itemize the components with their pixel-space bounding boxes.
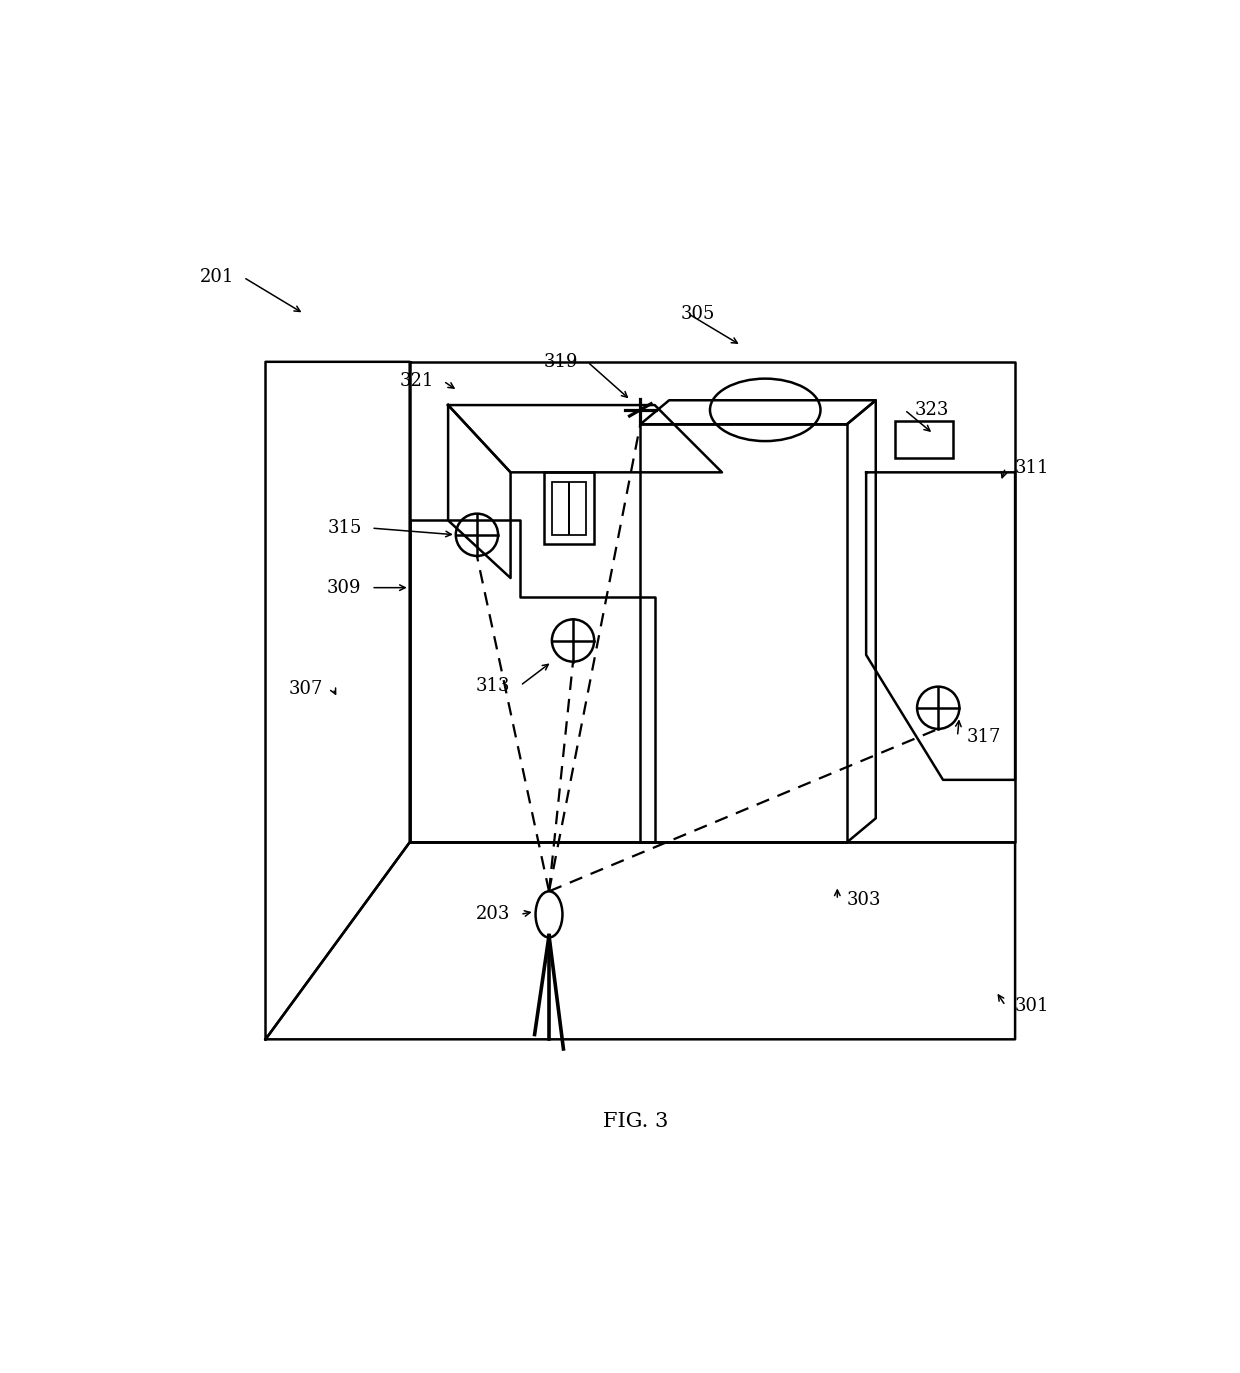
Text: 323: 323 [914, 401, 949, 419]
Text: 321: 321 [399, 372, 434, 390]
Text: 317: 317 [967, 728, 1002, 746]
Text: 313: 313 [476, 677, 511, 695]
Text: 309: 309 [327, 578, 362, 597]
Text: 203: 203 [476, 905, 511, 924]
Text: 301: 301 [1016, 997, 1049, 1015]
Text: 315: 315 [327, 519, 362, 537]
Text: 311: 311 [1016, 459, 1049, 476]
Bar [552, 482, 587, 535]
Bar [544, 472, 594, 545]
Text: 319: 319 [543, 353, 578, 371]
Text: 201: 201 [200, 268, 234, 286]
Bar [895, 422, 952, 459]
Ellipse shape [536, 891, 563, 938]
Text: 303: 303 [847, 891, 882, 909]
Text: 307: 307 [289, 680, 324, 697]
Text: FIG. 3: FIG. 3 [603, 1112, 668, 1130]
Text: 305: 305 [681, 305, 715, 323]
